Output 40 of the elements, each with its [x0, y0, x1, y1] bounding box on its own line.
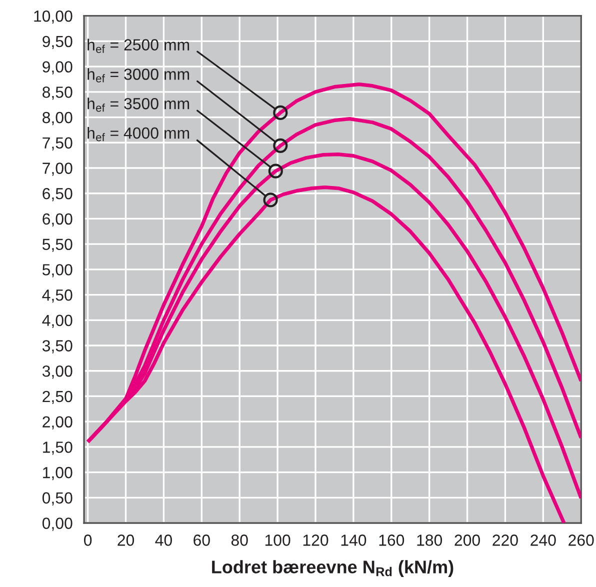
x-tick-label: 20 — [118, 534, 134, 546]
y-tick-label: 0,50 — [42, 492, 72, 506]
y-tick-label: 10,00 — [34, 10, 72, 24]
y-tick-label: 1,00 — [43, 466, 72, 480]
y-tick-label: 5,50 — [42, 238, 72, 252]
x-tick-label: 100 — [265, 534, 290, 546]
y-tick-label: 3,00 — [42, 366, 72, 379]
y-tick-label: 8,00 — [42, 112, 72, 126]
x-tick-label: 160 — [379, 534, 404, 546]
x-tick-label: 60 — [194, 534, 210, 546]
x-axis-title: Lodret bæreevne N$_{Rd}$ (kN/m) — [212, 560, 454, 577]
x-tick-label: 200 — [454, 534, 480, 546]
y-tick-label: 4,00 — [42, 314, 72, 328]
y-tick-label: 3,50 — [42, 340, 72, 354]
y-tick-label: 6,50 — [42, 188, 72, 202]
x-tick-label: 180 — [417, 534, 442, 546]
y-tick-label: 7,00 — [42, 162, 72, 176]
y-tick-label: 9,50 — [42, 36, 72, 50]
x-tick-label: 40 — [155, 534, 172, 546]
x-tick-label: 240 — [530, 534, 556, 546]
y-tick-label: 2,00 — [42, 416, 72, 430]
y-tick-label: 7,50 — [42, 137, 72, 150]
annotation: h$_{ef}$ = 3500 mm — [88, 98, 190, 112]
x-tick-label: 120 — [303, 534, 328, 546]
y-tick-label: 9,00 — [42, 61, 72, 74]
x-tick-label: 260 — [568, 534, 594, 546]
y-tick-label: 1,50 — [43, 442, 72, 455]
y-tick-label: 0,00 — [42, 518, 72, 531]
annotation: h$_{ef}$ = 3000 mm — [88, 68, 190, 82]
x-tick-label: 0 — [84, 534, 92, 546]
y-tick-label: 5,00 — [42, 264, 72, 278]
y-tick-label: 8,50 — [42, 86, 72, 100]
annotation: h$_{ef}$ = 2500 mm — [88, 38, 190, 53]
x-tick-label: 80 — [231, 534, 248, 546]
annotation: h$_{ef}$ = 4000 mm — [88, 126, 190, 142]
y-tick-label: 4,50 — [42, 289, 72, 303]
y-tick-label: 2,50 — [42, 390, 72, 404]
x-tick-label: 220 — [492, 534, 518, 546]
x-tick-label: 140 — [341, 534, 366, 546]
y-tick-label: 6,00 — [42, 213, 72, 227]
